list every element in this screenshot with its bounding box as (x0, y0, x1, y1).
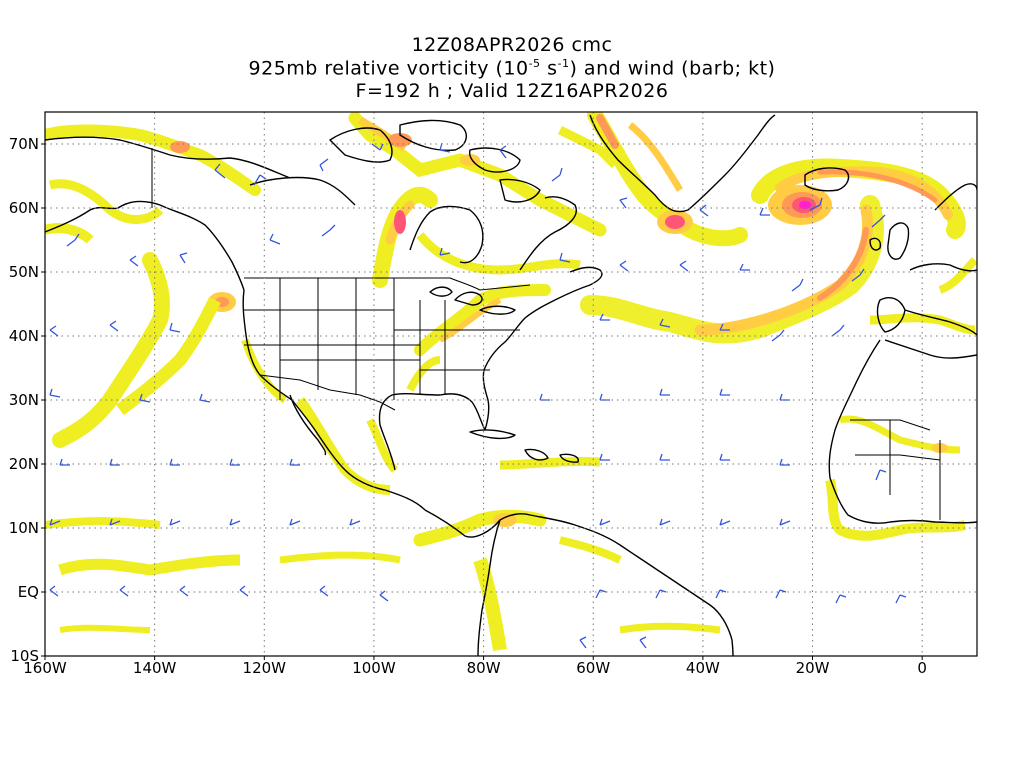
vorticity-shading (45, 112, 977, 652)
lat-label: 70N (9, 135, 39, 153)
lon-label: 160W (23, 659, 67, 677)
longitude-labels: 160W 140W 120W 100W 80W 60W 40W 20W 0 (23, 656, 927, 677)
lon-label: 80W (467, 659, 501, 677)
lon-label: 100W (352, 659, 396, 677)
lat-label: EQ (18, 583, 39, 601)
lon-label: 0 (917, 659, 927, 677)
title-line-2-mid: s (540, 57, 558, 80)
map-frame (44, 111, 978, 657)
lon-label: 20W (796, 659, 830, 677)
wind-barbs (49, 142, 907, 649)
lon-label: 140W (133, 659, 177, 677)
lon-label: 120W (243, 659, 287, 677)
lat-label: 50N (9, 263, 39, 281)
lon-label: 40W (686, 659, 720, 677)
title-line-1: 12Z08APR2026 cmc (411, 34, 613, 56)
exponent-2: -1 (557, 57, 570, 70)
title-line-2: 925mb relative vorticity (10-5 s-1) and … (0, 57, 1024, 79)
title-line-2-prefix: 925mb relative vorticity (10 (248, 57, 529, 80)
title-line-2-suffix: ) and wind (barb; kt) (569, 57, 776, 80)
title-line-3: F=192 h ; Valid 12Z16APR2026 (355, 80, 669, 102)
lat-label: 20N (9, 455, 39, 473)
lat-label: 10S (10, 647, 39, 665)
lon-label: 60W (576, 659, 610, 677)
coastlines (45, 114, 977, 656)
lat-label: 10N (9, 519, 39, 537)
lat-label: 30N (9, 391, 39, 409)
political-borders (151, 148, 941, 520)
latitude-labels: 70N 60N 50N 40N 30N 20N 10N EQ 10S (9, 135, 45, 665)
graticule (45, 112, 977, 656)
exponent-1: -5 (528, 57, 541, 70)
lat-label: 40N (9, 327, 39, 345)
lat-label: 60N (9, 199, 39, 217)
